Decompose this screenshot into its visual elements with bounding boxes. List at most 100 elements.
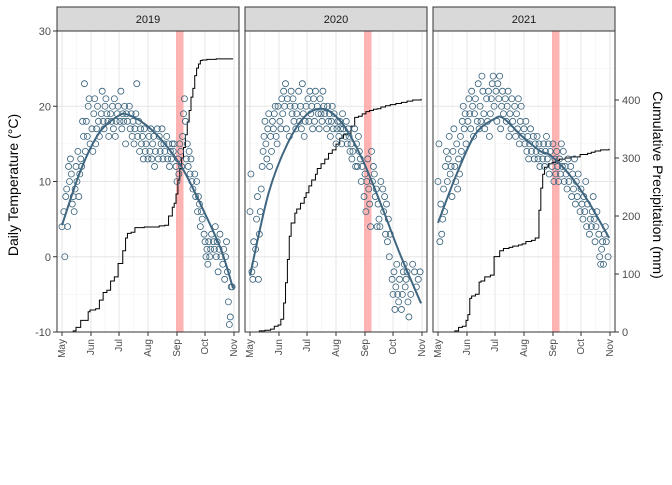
temperature-point xyxy=(300,132,308,140)
temperature-point xyxy=(543,132,550,140)
temperature-point xyxy=(604,253,612,261)
temperature-point xyxy=(152,147,159,155)
temperature-point xyxy=(122,140,129,148)
temperature-points xyxy=(58,80,236,328)
temperature-point xyxy=(64,223,72,231)
smooth-line xyxy=(249,107,422,304)
temperature-point xyxy=(141,147,149,155)
temperature-point xyxy=(317,110,325,118)
temperature-point xyxy=(590,215,598,223)
temperature-point xyxy=(145,132,153,140)
temperature-point xyxy=(77,155,85,163)
temperature-point xyxy=(342,117,350,125)
temperature-point xyxy=(520,125,528,133)
x-tick-label: Oct xyxy=(576,339,587,355)
x-tick-label: Aug xyxy=(331,339,342,357)
temperature-point xyxy=(549,140,557,148)
y-tick-label-right: 400 xyxy=(622,95,640,107)
x-tick-label: Jun xyxy=(274,339,285,355)
temperature-point xyxy=(529,132,537,140)
temperature-point xyxy=(454,185,462,193)
temperature-point xyxy=(514,95,522,103)
temperature-point xyxy=(88,125,96,133)
temperature-point xyxy=(536,163,544,170)
temperature-point xyxy=(416,268,424,276)
temperature-point xyxy=(457,147,465,155)
temperature-point xyxy=(82,117,90,125)
temperature-point xyxy=(286,102,294,110)
temperature-point xyxy=(206,253,214,261)
temperature-point xyxy=(167,147,174,155)
temperature-point xyxy=(328,102,336,110)
temperature-point xyxy=(247,170,255,178)
temperature-point xyxy=(523,147,531,155)
temperature-point xyxy=(517,102,525,110)
temperature-point xyxy=(389,290,397,298)
temperature-point xyxy=(443,178,451,185)
temperature-point xyxy=(282,80,289,88)
temperature-point xyxy=(211,223,219,231)
temperature-point xyxy=(373,223,381,231)
temperature-point xyxy=(534,155,542,163)
temperature-point xyxy=(414,275,422,283)
temperature-point xyxy=(309,125,317,133)
temperature-point xyxy=(370,170,378,178)
x-tick-label: May xyxy=(57,339,68,358)
temperature-point xyxy=(259,147,267,155)
temperature-point xyxy=(246,208,254,216)
temperature-point xyxy=(273,140,281,148)
temperature-point xyxy=(583,223,591,231)
temperature-point xyxy=(521,140,529,148)
x-tick-label: Nov xyxy=(229,339,240,357)
panels-layer: 2019 May Jun Jul Aug Sep Oct Nov 2020 May Jun Jul Au… xyxy=(56,6,616,358)
x-tick-label: May xyxy=(433,339,444,358)
temperature-point xyxy=(74,147,82,155)
temperature-point xyxy=(459,102,467,110)
temperature-point xyxy=(90,110,98,118)
temperature-point xyxy=(539,155,547,163)
temperature-point xyxy=(266,163,274,170)
temperature-point xyxy=(576,208,584,216)
temperature-point xyxy=(107,110,115,118)
temperature-point xyxy=(540,140,548,148)
temperature-point xyxy=(255,275,262,283)
temperature-point xyxy=(564,155,572,163)
temperature-point xyxy=(62,193,70,200)
temperature-point xyxy=(280,87,288,95)
temperature-point xyxy=(599,238,606,246)
x-tick-label: Jun xyxy=(86,339,97,355)
temperature-point xyxy=(101,102,109,110)
temperature-point xyxy=(154,155,162,163)
temperature-point xyxy=(485,87,492,95)
temperature-point xyxy=(495,95,503,103)
y-tick-label-left: 30 xyxy=(39,26,51,38)
x-tick-label: Jun xyxy=(462,339,473,355)
temperature-point xyxy=(193,178,201,185)
temperature-point xyxy=(269,117,276,125)
temperature-point xyxy=(465,95,473,103)
x-tick-label: Nov xyxy=(605,339,616,357)
temperature-point xyxy=(187,155,195,163)
temperature-point xyxy=(295,87,303,95)
temperature-point xyxy=(497,125,505,133)
temperature-point xyxy=(470,132,477,140)
temperature-point xyxy=(399,268,407,276)
temperature-point xyxy=(349,147,357,155)
temperature-point xyxy=(196,223,204,231)
temperature-point xyxy=(453,140,461,148)
temperature-point xyxy=(506,110,514,118)
temperature-point xyxy=(81,80,88,88)
temperature-point xyxy=(582,178,590,185)
temperature-point xyxy=(176,140,184,148)
temperature-point xyxy=(336,117,344,125)
temperature-point xyxy=(381,193,389,200)
temperature-point xyxy=(367,223,374,231)
temperature-point xyxy=(377,178,385,185)
temperature-point xyxy=(223,238,230,246)
temperature-point xyxy=(434,178,442,185)
temperature-point xyxy=(203,245,211,253)
temperature-point xyxy=(254,193,261,200)
temperature-point xyxy=(586,215,594,223)
temperature-point xyxy=(394,290,402,298)
temperature-point xyxy=(469,102,476,110)
